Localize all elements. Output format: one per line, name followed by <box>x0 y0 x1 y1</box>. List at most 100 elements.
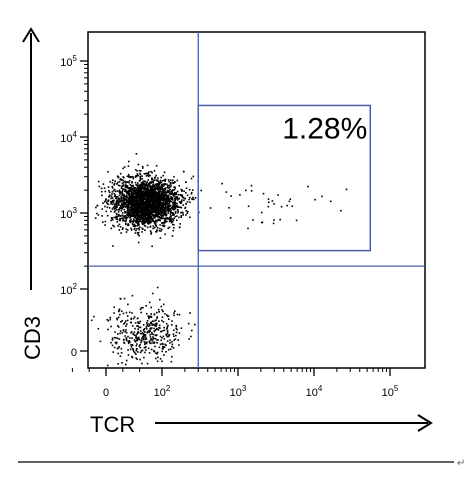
event-dot <box>148 331 151 334</box>
event-dot <box>119 192 121 194</box>
event-dot <box>168 207 171 210</box>
event-dot <box>159 343 162 346</box>
event-dot <box>134 327 136 330</box>
event-dot <box>90 319 93 322</box>
event-dot <box>194 323 196 326</box>
event-dot <box>129 211 132 214</box>
event-dot <box>138 209 140 211</box>
event-dot <box>173 204 176 207</box>
event-dot <box>142 204 144 206</box>
event-dot <box>136 222 139 224</box>
event-dot <box>107 171 109 173</box>
event-dot <box>135 336 138 339</box>
event-dot <box>122 312 125 315</box>
event-dot <box>129 179 131 182</box>
event-dot <box>329 200 332 203</box>
event-dot <box>123 217 126 219</box>
event-dot <box>150 182 152 184</box>
event-dots <box>90 153 348 367</box>
event-dot <box>184 206 187 209</box>
event-dot <box>152 227 154 230</box>
event-dot <box>170 209 172 212</box>
event-dot <box>169 192 171 194</box>
event-dot <box>168 216 171 219</box>
event-dot <box>286 204 288 207</box>
event-dot <box>171 356 173 358</box>
event-dot <box>111 344 114 347</box>
event-dot <box>128 192 131 194</box>
event-dot <box>110 210 112 213</box>
event-dot <box>181 190 183 192</box>
event-dot <box>288 200 291 203</box>
event-dot <box>142 205 144 208</box>
event-dot <box>162 330 164 332</box>
event-dot <box>150 198 152 201</box>
event-dot <box>166 220 168 223</box>
y-axis-arrow-head <box>22 27 40 43</box>
event-dot <box>156 339 158 341</box>
event-dot <box>153 350 156 353</box>
event-dot <box>131 337 133 339</box>
event-dot <box>137 338 139 340</box>
event-dot <box>100 190 103 193</box>
event-dot <box>124 180 126 183</box>
event-dot <box>117 211 120 213</box>
event-dot <box>133 188 136 190</box>
event-dot <box>172 219 175 221</box>
event-dot <box>135 203 137 206</box>
event-dot <box>250 190 253 192</box>
event-dot <box>155 220 157 222</box>
event-dot <box>106 201 108 204</box>
event-dot <box>139 178 142 180</box>
event-dot <box>115 202 118 204</box>
event-dot <box>153 210 156 213</box>
event-dot <box>128 175 130 178</box>
event-dot <box>157 196 160 199</box>
event-dot <box>132 211 134 213</box>
event-dot <box>183 190 185 192</box>
event-dot <box>140 350 143 352</box>
event-dot <box>115 201 117 203</box>
event-dot <box>143 329 145 332</box>
event-dot <box>307 185 309 188</box>
event-dot <box>135 169 137 171</box>
event-dot <box>167 335 169 338</box>
event-dot <box>156 286 159 289</box>
event-dot <box>160 201 162 204</box>
event-dot <box>122 203 125 206</box>
event-dot <box>157 329 160 331</box>
event-dot <box>119 184 121 187</box>
event-dot <box>173 208 176 210</box>
event-dot <box>158 346 161 349</box>
event-dot <box>127 165 130 167</box>
event-dot <box>125 311 128 314</box>
event-dot <box>138 169 141 172</box>
y-tick-label: 104 <box>60 130 77 145</box>
event-dot <box>169 211 172 213</box>
event-dot <box>127 173 130 176</box>
event-dot <box>121 214 124 216</box>
gate-rectangle <box>197 104 372 252</box>
event-dot <box>125 202 127 204</box>
event-dot <box>149 215 151 217</box>
event-dot <box>142 167 144 169</box>
event-dot <box>120 196 122 198</box>
event-dot <box>193 198 195 201</box>
event-dot <box>139 346 141 349</box>
event-dot <box>168 334 170 337</box>
event-dot <box>180 327 183 329</box>
event-dot <box>159 203 161 205</box>
event-dot <box>140 181 143 184</box>
event-dot <box>137 221 140 224</box>
event-dot <box>121 217 123 219</box>
event-dot <box>131 344 134 346</box>
event-dot <box>171 181 174 184</box>
event-dot <box>128 160 130 163</box>
event-dot <box>160 230 162 232</box>
event-dot <box>111 339 114 341</box>
event-dot <box>117 310 120 313</box>
event-dot <box>146 362 149 365</box>
event-dot <box>138 338 140 340</box>
x-tick-label: 102 <box>154 384 171 399</box>
event-dot <box>148 316 150 318</box>
